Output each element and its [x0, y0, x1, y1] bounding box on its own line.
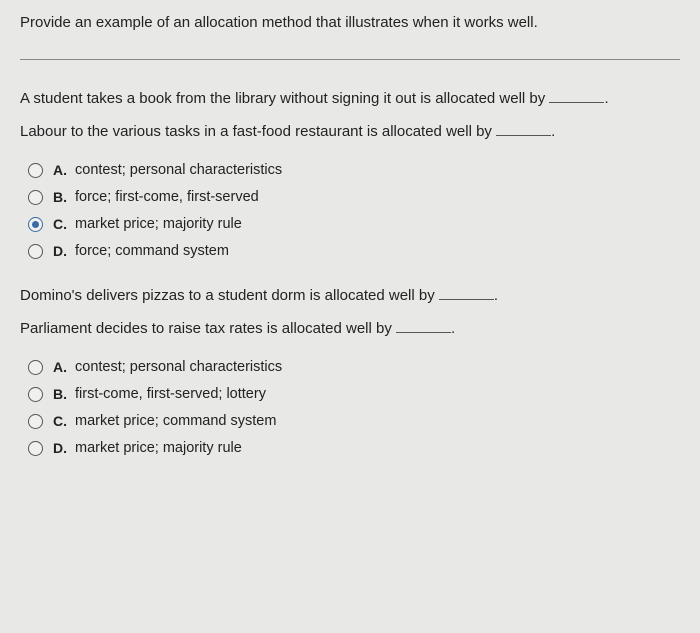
radio-inner [32, 221, 39, 228]
option-row-a[interactable]: A. contest; personal characteristics [28, 162, 680, 178]
blank [439, 286, 494, 300]
q1-line1-a: A student takes a book from the library … [20, 90, 549, 107]
radio-button[interactable] [28, 387, 43, 402]
option-letter: A. [53, 359, 67, 375]
blank [496, 122, 551, 136]
option-letter: B. [53, 386, 67, 402]
option-text: contest; personal characteristics [75, 162, 282, 178]
q2-line2-b: . [451, 320, 455, 337]
option-row-b[interactable]: B. first-come, first-served; lottery [28, 386, 680, 402]
question-1-text: A student takes a book from the library … [20, 82, 680, 148]
option-row-c[interactable]: C. market price; command system [28, 413, 680, 429]
option-row-a[interactable]: A. contest; personal characteristics [28, 359, 680, 375]
q2-line1-b: . [494, 287, 498, 304]
radio-button[interactable] [28, 244, 43, 259]
question-title: Provide an example of an allocation meth… [20, 14, 680, 31]
quiz-container: Provide an example of an allocation meth… [0, 0, 700, 490]
radio-button[interactable] [28, 217, 43, 232]
q1-line2-a: Labour to the various tasks in a fast-fo… [20, 123, 496, 140]
radio-button[interactable] [28, 190, 43, 205]
options-list-1: A. contest; personal characteristics B. for… [20, 162, 680, 259]
q2-line1-a: Domino's delivers pizzas to a student do… [20, 287, 439, 304]
option-text: first-come, first-served; lottery [75, 386, 266, 402]
options-list-2: A. contest; personal characteristics B. fir… [20, 359, 680, 456]
divider [20, 59, 680, 60]
option-letter: C. [53, 413, 67, 429]
q1-line2-b: . [551, 123, 555, 140]
radio-button[interactable] [28, 441, 43, 456]
option-letter: C. [53, 216, 67, 232]
option-text: market price; majority rule [75, 440, 242, 456]
blank [396, 319, 451, 333]
option-text: force; command system [75, 243, 229, 259]
radio-button[interactable] [28, 360, 43, 375]
question-block-2: Domino's delivers pizzas to a student do… [20, 279, 680, 456]
q2-line2-a: Parliament decides to raise tax rates is… [20, 320, 396, 337]
option-letter: B. [53, 189, 67, 205]
option-text: market price; majority rule [75, 216, 242, 232]
radio-button[interactable] [28, 163, 43, 178]
option-row-d[interactable]: D. force; command system [28, 243, 680, 259]
option-letter: D. [53, 243, 67, 259]
option-text: market price; command system [75, 413, 276, 429]
question-block-1: A student takes a book from the library … [20, 82, 680, 259]
option-row-c[interactable]: C. market price; majority rule [28, 216, 680, 232]
blank [549, 89, 604, 103]
radio-button[interactable] [28, 414, 43, 429]
option-text: force; first-come, first-served [75, 189, 259, 205]
option-letter: A. [53, 162, 67, 178]
option-row-d[interactable]: D. market price; majority rule [28, 440, 680, 456]
q1-line1-b: . [604, 90, 608, 107]
option-row-b[interactable]: B. force; first-come, first-served [28, 189, 680, 205]
question-2-text: Domino's delivers pizzas to a student do… [20, 279, 680, 345]
option-text: contest; personal characteristics [75, 359, 282, 375]
option-letter: D. [53, 440, 67, 456]
header-section: Provide an example of an allocation meth… [20, 14, 680, 49]
